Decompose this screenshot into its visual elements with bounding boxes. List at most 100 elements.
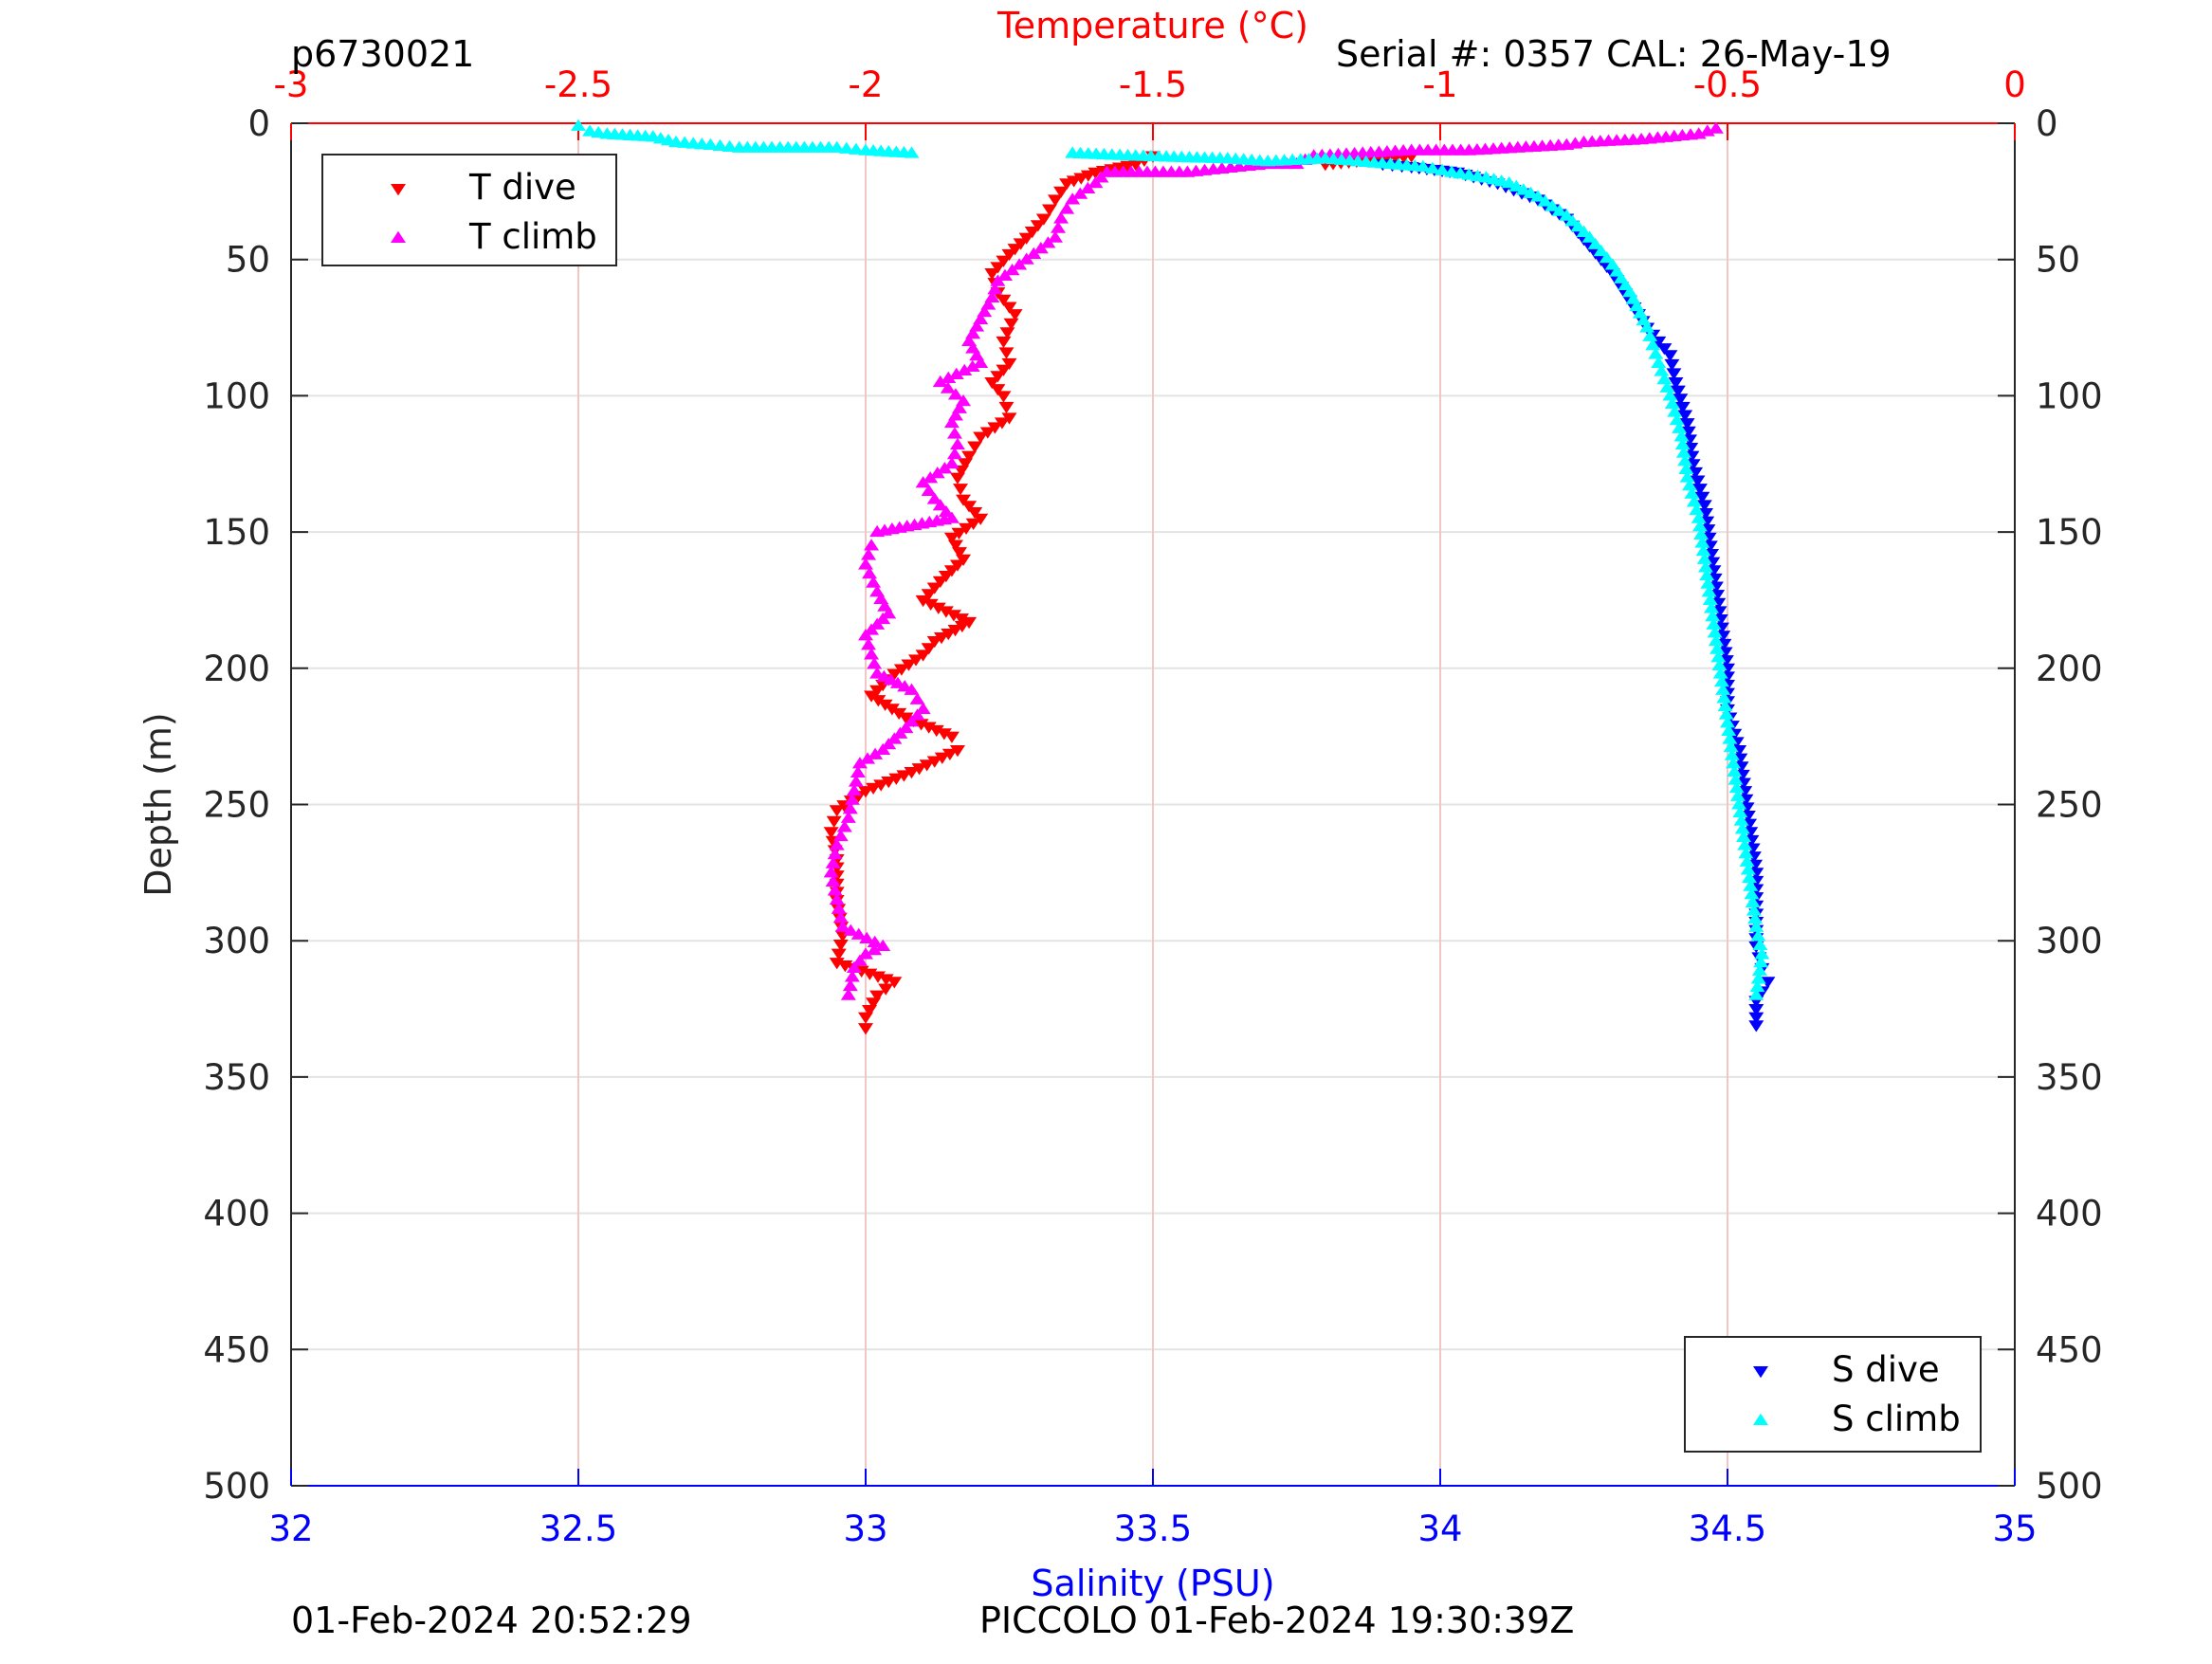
data-point xyxy=(1080,181,1096,194)
data-point xyxy=(834,920,850,932)
data-point xyxy=(1648,347,1664,359)
data-point xyxy=(858,786,873,798)
data-point xyxy=(1705,609,1721,622)
depth-tick-label-left: 400 xyxy=(203,1194,270,1234)
data-point xyxy=(1629,299,1645,312)
data-point xyxy=(846,960,862,973)
salinity-tick-label: 34.5 xyxy=(1689,1509,1766,1549)
data-point xyxy=(1673,430,1690,442)
data-point xyxy=(1684,486,1700,499)
data-point xyxy=(877,599,893,612)
data-point xyxy=(926,636,942,649)
data-point xyxy=(943,457,960,469)
data-point xyxy=(1733,814,1749,826)
data-point xyxy=(1695,544,1711,557)
depth-tick-label-left: 50 xyxy=(226,240,270,281)
depth-tick-label-right: 100 xyxy=(2036,375,2103,416)
data-point xyxy=(1732,805,1748,818)
data-point xyxy=(881,777,897,789)
data-point xyxy=(1748,1004,1764,1016)
temperature-tick-label: -3 xyxy=(274,64,309,105)
data-point xyxy=(984,376,1000,390)
data-point xyxy=(1722,732,1738,744)
data-point xyxy=(826,815,842,828)
data-point xyxy=(1007,309,1023,321)
data-point xyxy=(1712,667,1728,679)
data-point xyxy=(873,592,889,605)
data-point xyxy=(979,427,996,439)
data-point xyxy=(1024,226,1040,239)
data-point xyxy=(961,616,978,630)
data-point xyxy=(965,518,981,530)
data-point xyxy=(954,620,970,633)
data-point xyxy=(1670,385,1686,397)
depth-tick-label-left: 500 xyxy=(203,1466,270,1507)
data-point xyxy=(1745,895,1761,908)
data-point xyxy=(969,320,985,332)
data-point xyxy=(883,673,899,686)
data-point xyxy=(915,649,931,662)
data-point xyxy=(840,811,856,823)
data-point xyxy=(1053,186,1069,199)
data-point xyxy=(897,680,913,692)
depth-tick-label-left: 250 xyxy=(203,785,270,826)
data-point xyxy=(973,356,989,368)
data-point xyxy=(969,349,985,361)
data-point xyxy=(1723,740,1739,753)
data-point xyxy=(1047,194,1063,207)
data-point xyxy=(923,471,939,484)
data-point xyxy=(1708,633,1724,647)
data-point xyxy=(1686,495,1702,507)
depth-tick-label-right: 450 xyxy=(2036,1329,2103,1370)
data-point xyxy=(1731,797,1747,810)
data-point xyxy=(1748,920,1764,932)
salinity-tick-label: 32.5 xyxy=(539,1509,617,1549)
data-point xyxy=(1728,781,1745,794)
data-point xyxy=(851,954,868,966)
data-point xyxy=(984,268,1000,281)
data-point xyxy=(836,820,852,832)
depth-tick-label-right: 500 xyxy=(2036,1466,2103,1507)
data-point xyxy=(919,759,935,772)
data-point xyxy=(1674,401,1691,414)
data-point xyxy=(1593,244,1609,257)
data-point xyxy=(965,341,981,354)
data-point xyxy=(1691,520,1708,532)
data-point xyxy=(1697,560,1713,573)
data-point xyxy=(1651,356,1667,368)
data-point xyxy=(1747,912,1764,924)
data-point xyxy=(1750,972,1766,984)
data-point xyxy=(1742,870,1758,884)
data-point xyxy=(928,724,944,738)
salinity-tick-label: 33.5 xyxy=(1114,1509,1192,1549)
data-point xyxy=(947,539,963,552)
depth-tick-label-right: 300 xyxy=(2036,921,2103,961)
data-point xyxy=(1613,271,1629,283)
data-point xyxy=(864,648,880,660)
data-point xyxy=(858,947,873,960)
data-point xyxy=(1690,475,1706,487)
data-point xyxy=(1515,183,1531,195)
data-point xyxy=(957,363,973,375)
data-point xyxy=(1689,503,1705,516)
data-point xyxy=(967,441,983,453)
legend-label: S dive xyxy=(1832,1349,1940,1390)
data-point xyxy=(1727,764,1743,777)
data-point xyxy=(956,393,972,407)
legend-salinity: S dive S climb xyxy=(1684,1336,1982,1453)
data-point xyxy=(1753,955,1769,968)
depth-tick-label-right: 400 xyxy=(2036,1194,2103,1234)
data-point xyxy=(941,748,958,761)
data-point xyxy=(898,712,914,724)
data-point xyxy=(932,576,948,589)
data-point xyxy=(829,838,845,850)
data-point xyxy=(943,731,960,743)
data-point xyxy=(873,779,889,792)
data-point xyxy=(848,775,864,787)
data-point xyxy=(1537,194,1553,207)
data-point xyxy=(994,417,1010,430)
data-point xyxy=(1642,329,1658,341)
data-point xyxy=(829,805,845,817)
data-point xyxy=(958,458,974,470)
